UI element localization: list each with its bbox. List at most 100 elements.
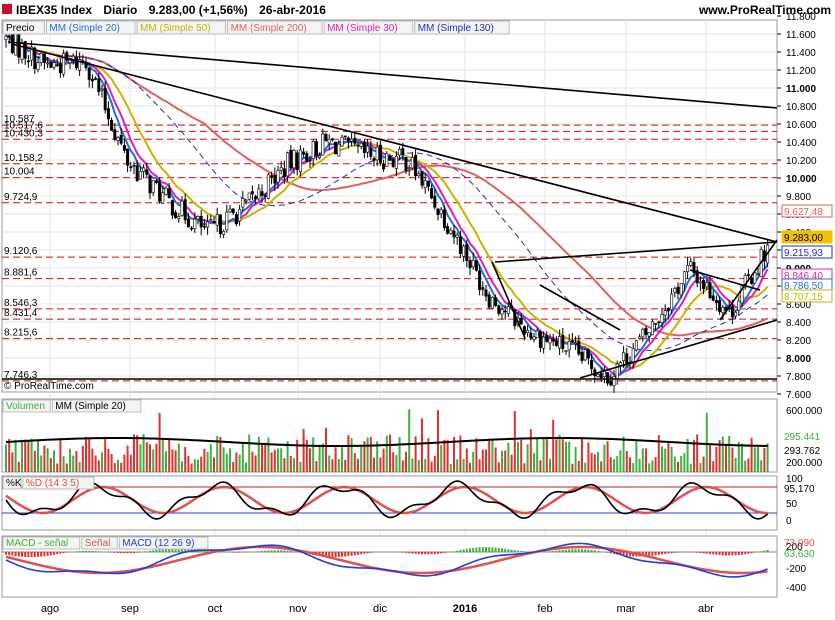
volume-bar <box>251 451 254 472</box>
volume-bar <box>437 410 439 472</box>
legend-box <box>118 536 209 550</box>
macd-hist-bar <box>334 552 337 558</box>
candle-body <box>705 282 709 288</box>
volume-bar <box>497 462 500 472</box>
volume-bar <box>693 440 695 472</box>
candle-body <box>398 148 402 156</box>
candle-body <box>199 216 203 228</box>
macd-hist-bar <box>657 552 660 555</box>
legend-item: %D (14 3 5) <box>26 478 79 489</box>
macd-line <box>5 542 768 578</box>
macd-hist-bar <box>171 547 174 552</box>
macd-hist-bar <box>238 552 241 553</box>
volume-bar <box>737 441 740 472</box>
volume-bar <box>539 460 542 472</box>
candle-body <box>177 216 181 219</box>
volume-bar <box>587 442 590 472</box>
macd-hist-bar <box>30 552 33 558</box>
macd-hist-bar <box>341 552 343 557</box>
macd-hist-bar <box>693 552 695 553</box>
candle-body <box>420 170 424 186</box>
macd-hist-bar <box>27 552 30 558</box>
macd-hist-bar <box>747 552 750 554</box>
macd-hist-bar <box>53 552 55 555</box>
candle-body <box>442 209 446 229</box>
candle-body <box>103 88 107 111</box>
candle-body <box>570 340 574 343</box>
volume-bar <box>661 446 663 472</box>
candle-body <box>215 214 219 226</box>
candle-body <box>561 335 565 350</box>
volume-bar <box>123 454 126 472</box>
candle-body <box>487 294 491 308</box>
volume-bar <box>469 462 471 472</box>
candle-body <box>478 270 482 291</box>
macd-hist-bar <box>478 547 481 552</box>
volume-bar <box>177 443 180 472</box>
candle-body <box>366 145 370 153</box>
candle-body <box>343 135 347 138</box>
volume-bar <box>398 437 401 472</box>
macd-hist-bar <box>712 552 715 555</box>
candle-body <box>465 244 469 261</box>
macd-hist-bar <box>113 552 116 553</box>
macd-hist-bar <box>264 550 267 552</box>
macd-hist-bar <box>401 552 404 553</box>
candle-body <box>282 168 286 178</box>
candle-body <box>46 62 50 65</box>
candle-body <box>583 349 587 361</box>
candle-body <box>698 281 702 284</box>
macd-hist-bar <box>744 552 747 555</box>
macd-hist-bar <box>353 552 356 556</box>
volume-bar <box>277 448 279 472</box>
volume-bar <box>478 459 481 472</box>
volume-bar <box>264 442 267 472</box>
axis-label: 10.800 <box>786 102 817 113</box>
macd-hist-bar <box>8 552 11 556</box>
legend-item: MM (Simple 130) <box>418 23 494 34</box>
macd-panel-frame <box>1 535 778 598</box>
macd-hist-bar <box>75 551 78 552</box>
macd-hist-bar <box>136 552 139 553</box>
axis-label: 0 <box>786 516 792 527</box>
candle-body <box>110 119 114 131</box>
macd-hist-bar <box>552 550 555 552</box>
volume-bar <box>133 434 135 472</box>
candle-body <box>538 330 542 348</box>
candle-body <box>116 137 120 141</box>
volume-bar <box>341 447 343 472</box>
volume-bar <box>414 436 417 472</box>
candle-body <box>650 321 654 336</box>
volume-bar <box>494 447 497 472</box>
value-badge-text: 8.846,40 <box>784 271 823 282</box>
macd-hist-bar <box>510 549 513 552</box>
volume-bar <box>229 448 231 472</box>
macd-hist-bar <box>88 550 91 552</box>
candle-body <box>458 236 462 254</box>
candle-body <box>218 214 222 235</box>
candle-body <box>695 270 699 284</box>
volume-bar <box>43 445 46 472</box>
macd-hist-bar <box>696 552 699 553</box>
candle-body <box>167 188 171 199</box>
candle-body <box>702 280 706 290</box>
candle-body <box>324 133 328 141</box>
volume-bar <box>433 455 436 472</box>
macd-hist-bar <box>235 552 238 553</box>
candle-body <box>193 218 197 229</box>
macd-hist-bar <box>43 552 46 557</box>
candle-body <box>62 53 66 75</box>
candle-body <box>327 138 331 144</box>
candle-body <box>359 142 363 147</box>
legend-item: MM (Simple 200) <box>231 23 307 34</box>
candle-body <box>273 175 277 184</box>
macd-hist-bar <box>728 552 731 556</box>
volume-bar <box>523 463 526 472</box>
candle-body <box>337 143 341 157</box>
macd-hist-bar <box>158 549 161 552</box>
volume-bar <box>677 461 679 472</box>
candle-body <box>330 138 334 141</box>
volume-bar <box>27 441 30 472</box>
volume-bar <box>635 439 638 472</box>
